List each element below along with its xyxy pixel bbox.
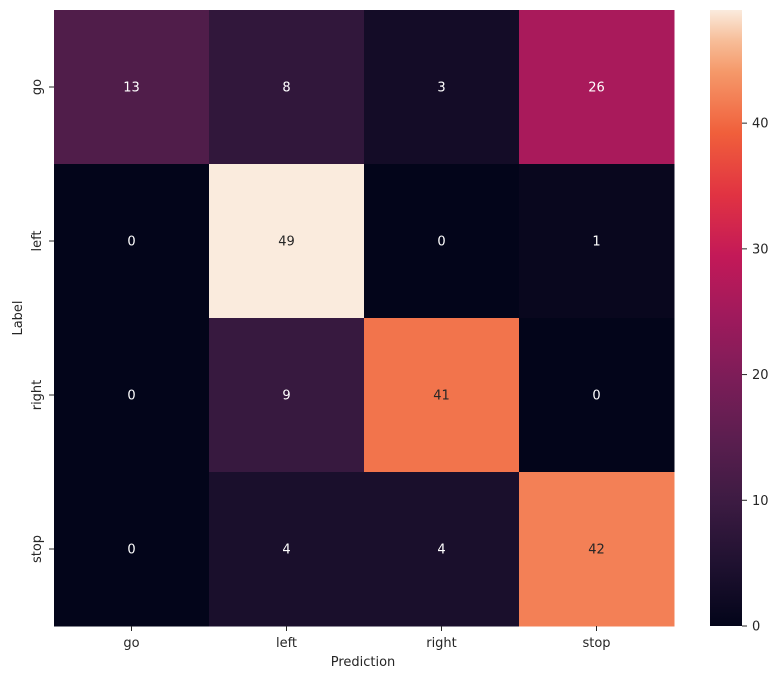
cell-label: 4 (437, 543, 445, 558)
cell-label: 3 (437, 81, 445, 96)
x-axis-label: Prediction (331, 655, 396, 670)
y-tick-label: go (30, 79, 45, 95)
cell-label: 26 (588, 81, 605, 96)
x-axis-ticks: go left right stop (123, 626, 611, 651)
cell-label: 8 (282, 81, 290, 96)
y-tick-label: left (30, 230, 45, 251)
cell-label: 9 (282, 389, 290, 404)
heatmap-cell (364, 318, 520, 473)
x-tick-label: stop (582, 636, 610, 651)
heatmap-cell (519, 318, 675, 473)
heatmap-cell (209, 164, 365, 319)
cell-label: 41 (433, 389, 450, 404)
heatmap-cell (364, 472, 520, 627)
heatmap-cell (519, 10, 675, 165)
x-tick-label: left (276, 636, 297, 651)
cell-label: 0 (437, 235, 445, 250)
heatmap-cell (209, 318, 365, 473)
cell-label: 13 (123, 81, 140, 96)
cell-annotations: 13 8 3 26 0 49 0 1 0 9 41 0 0 4 4 42 (123, 81, 605, 558)
colorbar-tick-label: 40 (752, 117, 769, 132)
y-tick-label: stop (30, 535, 45, 563)
heatmap-cell (364, 164, 520, 319)
cell-label: 0 (127, 235, 135, 250)
heatmap-cell (519, 472, 675, 627)
heatmap-cell (54, 318, 210, 473)
x-tick-label: go (123, 636, 139, 651)
colorbar-ticks: 0 10 20 30 40 (742, 117, 769, 635)
y-axis-label: Label (11, 300, 26, 335)
x-tick-label: right (426, 636, 457, 651)
heatmap-cell (209, 10, 365, 165)
heatmap-cell (519, 164, 675, 319)
heatmap-cell (364, 10, 520, 165)
cell-label: 42 (588, 543, 605, 558)
heatmap-cell (54, 164, 210, 319)
heatmap-cells (54, 10, 675, 627)
colorbar-tick-label: 20 (752, 368, 769, 383)
colorbar-tick-label: 10 (752, 494, 769, 509)
cell-label: 4 (282, 543, 290, 558)
cell-label: 0 (127, 389, 135, 404)
heatmap-cell (54, 472, 210, 627)
cell-label: 0 (592, 389, 600, 404)
cell-label: 1 (592, 235, 600, 250)
cell-label: 49 (278, 235, 295, 250)
cell-label: 0 (127, 543, 135, 558)
y-axis-ticks: go left right stop (30, 79, 54, 563)
heatmap-cell (209, 472, 365, 627)
colorbar (710, 10, 742, 626)
colorbar-tick-label: 0 (752, 620, 760, 635)
colorbar-tick-label: 30 (752, 242, 769, 257)
y-tick-label: right (30, 380, 45, 411)
heatmap-cell (54, 10, 210, 165)
